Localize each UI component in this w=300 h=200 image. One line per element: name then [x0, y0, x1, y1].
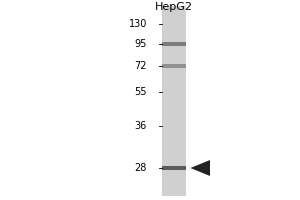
Text: 55: 55: [134, 87, 147, 97]
Text: HepG2: HepG2: [155, 2, 193, 12]
Text: 72: 72: [134, 61, 147, 71]
Text: 130: 130: [129, 19, 147, 29]
Text: 36: 36: [135, 121, 147, 131]
Bar: [162, 166, 186, 170]
Bar: [162, 6, 186, 196]
Text: 95: 95: [135, 39, 147, 49]
Bar: [162, 42, 186, 46]
Bar: [162, 64, 186, 68]
Text: 28: 28: [135, 163, 147, 173]
Polygon shape: [190, 160, 210, 176]
